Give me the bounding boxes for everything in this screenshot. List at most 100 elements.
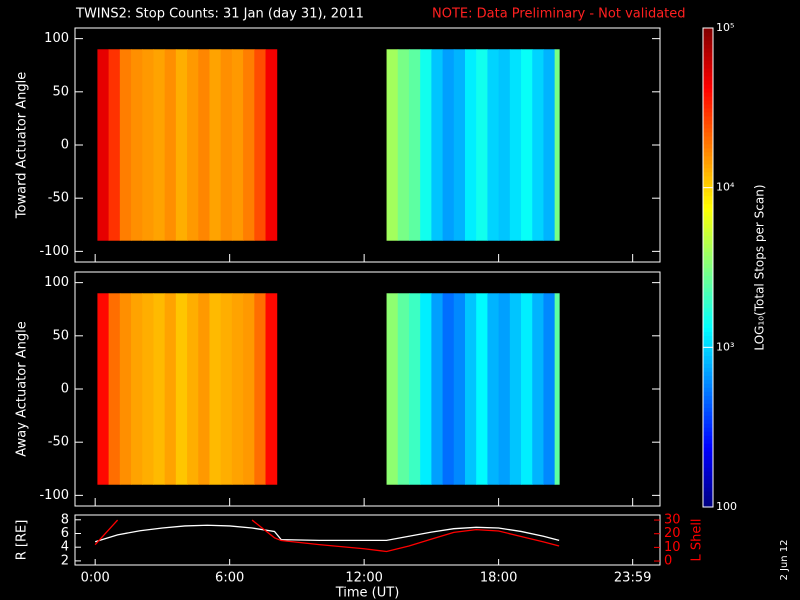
colorbar-swatch (703, 107, 713, 113)
colorbar-swatch (703, 343, 713, 348)
heat-cell (442, 293, 455, 485)
heat-cell (532, 49, 544, 241)
heat-cell (243, 293, 255, 485)
colorbar-swatch (703, 243, 713, 249)
heat-cell (187, 293, 199, 485)
colorbar-swatch (703, 263, 713, 269)
heat-cell (420, 49, 432, 241)
colorbar-swatch (703, 435, 713, 440)
colorbar-swatch (703, 331, 713, 336)
chart-title: TWINS2: Stop Counts: 31 Jan (day 31), 20… (75, 7, 364, 22)
colorbar-swatch (703, 303, 713, 309)
heat-cell (487, 49, 500, 241)
heat-cell (408, 49, 421, 241)
heat-cell (243, 49, 255, 241)
colorbar-swatch (703, 31, 713, 37)
y-tick-label: 50 (52, 84, 69, 99)
heat-cell (131, 49, 143, 241)
colorbar-swatch (703, 491, 713, 496)
colorbar-swatch (703, 347, 713, 352)
colorbar-swatch (703, 231, 713, 237)
heat-cell (498, 293, 511, 485)
colorbar-swatch (703, 51, 713, 57)
colorbar-swatch (703, 67, 713, 73)
colorbar-swatch (703, 395, 713, 400)
heat-cell (119, 293, 132, 485)
colorbar-swatch (703, 403, 713, 408)
colorbar-swatch (703, 87, 713, 93)
colorbar-tick-label: 10⁴ (716, 181, 735, 194)
colorbar-swatch (703, 467, 713, 472)
heat-cell (187, 49, 199, 241)
colorbar-swatch (703, 171, 713, 177)
colorbar-swatch (703, 459, 713, 464)
heat-cell (108, 49, 121, 241)
colorbar-swatch (703, 495, 713, 500)
colorbar-swatch (703, 163, 713, 169)
y-tick-label: -50 (48, 435, 69, 450)
colorbar-swatch (703, 359, 713, 364)
colorbar-swatch (703, 99, 713, 105)
colorbar-swatch (703, 28, 713, 33)
heat-cell (108, 293, 121, 485)
colorbar-swatch (703, 283, 713, 289)
colorbar-swatch (703, 135, 713, 141)
colorbar-swatch (703, 267, 713, 273)
colorbar-swatch (703, 39, 713, 45)
heat-cell (265, 49, 278, 241)
heat-cell (509, 293, 522, 485)
heat-cell (220, 293, 233, 485)
colorbar-swatch (703, 147, 713, 153)
x-axis-label: Time (UT) (335, 586, 400, 600)
colorbar-swatch (703, 431, 713, 436)
y-tick-label: 50 (52, 328, 69, 343)
colorbar-swatch (703, 455, 713, 460)
colorbar-swatch (703, 183, 713, 189)
colorbar-swatch (703, 367, 713, 372)
heat-cell (509, 49, 522, 241)
colorbar-swatch (703, 223, 713, 229)
y2-tick-label: 10 (664, 540, 681, 555)
heat-cell (198, 293, 210, 485)
colorbar-swatch (703, 291, 713, 297)
colorbar-swatch (703, 487, 713, 492)
y-tick-label: 0 (61, 138, 69, 153)
colorbar-swatch (703, 47, 713, 53)
heat-cell (476, 293, 488, 485)
colorbar-swatch (703, 315, 713, 320)
colorbar-swatch (703, 167, 713, 173)
colorbar-swatch (703, 71, 713, 77)
colorbar-swatch (703, 339, 713, 344)
colorbar-swatch (703, 299, 713, 305)
heat-cell (175, 49, 188, 241)
colorbar-swatch (703, 151, 713, 157)
heat-cell (254, 49, 267, 241)
heat-cell (554, 49, 560, 241)
heat-cell (397, 293, 410, 485)
colorbar-swatch (703, 275, 713, 281)
colorbar-swatch (703, 215, 713, 221)
colorbar-swatch (703, 219, 713, 225)
colorbar-swatch (703, 443, 713, 448)
y2-tick-label: 20 (664, 526, 681, 541)
colorbar-swatch (703, 191, 713, 197)
heat-cell (420, 293, 432, 485)
colorbar-label: LOG₁₀(Total Stops per Scan) (753, 184, 767, 350)
colorbar-swatch (703, 155, 713, 161)
heat-cell (119, 49, 132, 241)
colorbar-swatch (703, 127, 713, 133)
colorbar-swatch (703, 43, 713, 49)
heat-cell (453, 49, 466, 241)
colorbar-swatch (703, 411, 713, 416)
colorbar-swatch (703, 415, 713, 420)
colorbar-swatch (703, 351, 713, 356)
colorbar-swatch (703, 447, 713, 452)
colorbar-swatch (703, 475, 713, 480)
heat-cell (265, 293, 278, 485)
y-tick-label: 8 (61, 512, 69, 527)
colorbar-tick-label: 10⁵ (716, 21, 734, 34)
colorbar-swatch (703, 179, 713, 185)
heat-cell (431, 293, 444, 485)
y-tick-label: 6 (61, 526, 69, 541)
y2-tick-label: 0 (664, 554, 672, 569)
